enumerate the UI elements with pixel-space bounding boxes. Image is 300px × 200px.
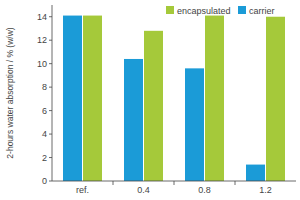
y-tick-label: 2 [42,153,47,163]
x-separator [113,181,114,185]
legend-label: carrier [249,6,275,16]
y-tick-label: 8 [42,82,47,92]
y-tick [49,16,52,17]
y-tick [49,40,52,41]
bar [63,16,82,181]
chart: 0 2 4 6 8 10 12 14 ref. 0.4 0.8 1.2 2-hours water ab… [0,0,300,200]
y-tick-label: 0 [42,176,47,186]
bar [246,165,265,181]
bar [124,59,143,181]
x-tick-label: 0.8 [198,185,211,195]
legend-label: encapsulated [177,6,231,16]
y-tick [49,63,52,64]
legend-swatch [238,6,246,14]
y-tick-label: 12 [37,35,47,45]
y-tick [49,157,52,158]
bar [266,17,285,181]
y-tick [49,134,52,135]
legend-swatch [166,6,174,14]
y-tick-label: 4 [42,129,47,139]
x-tick-label: 0.4 [137,185,150,195]
y-tick [49,110,52,111]
bar [205,16,224,181]
y-tick [49,181,52,182]
y-tick-label: 6 [42,106,47,116]
x-tick-label: 1.2 [259,185,272,195]
x-separator [174,181,175,185]
bars [63,16,285,181]
y-axis-label: 2-hours water absorption / % (w/w) [5,27,15,158]
y-tick [49,87,52,88]
bar [185,68,204,181]
bar [83,16,102,181]
x-separator [235,181,236,185]
y-tick-label: 14 [37,12,47,22]
bar [144,31,163,181]
y-tick-label: 10 [37,59,47,69]
x-tick-label: ref. [76,185,89,195]
y-axis-line [52,5,53,181]
